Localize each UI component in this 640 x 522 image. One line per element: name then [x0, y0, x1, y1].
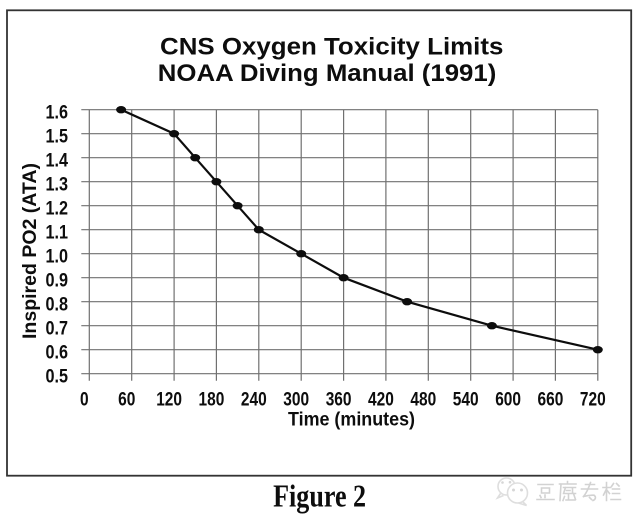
svg-text:1.4: 1.4 [46, 149, 69, 171]
svg-text:CNS Oxygen Toxicity Limits: CNS Oxygen Toxicity Limits [160, 33, 503, 60]
svg-text:1.6: 1.6 [46, 101, 69, 123]
svg-text:480: 480 [410, 389, 436, 411]
svg-text:0.9: 0.9 [46, 269, 69, 291]
svg-text:120: 120 [156, 389, 182, 411]
svg-text:Time (minutes): Time (minutes) [288, 408, 415, 430]
svg-text:1.0: 1.0 [46, 245, 69, 267]
svg-text:0.5: 0.5 [46, 365, 69, 387]
svg-text:600: 600 [495, 389, 521, 411]
svg-text:0.7: 0.7 [46, 317, 69, 339]
svg-text:360: 360 [326, 389, 352, 411]
svg-text:1.5: 1.5 [46, 125, 69, 147]
svg-text:1.3: 1.3 [46, 173, 69, 195]
svg-text:720: 720 [580, 389, 606, 411]
svg-text:660: 660 [538, 389, 564, 411]
svg-text:NOAA Diving Manual (1991): NOAA Diving Manual (1991) [158, 60, 497, 87]
svg-text:240: 240 [241, 389, 267, 411]
svg-text:0.6: 0.6 [46, 341, 69, 363]
svg-text:60: 60 [118, 389, 135, 411]
svg-text:1.1: 1.1 [46, 221, 69, 243]
svg-text:300: 300 [283, 389, 309, 411]
svg-text:1.2: 1.2 [46, 197, 69, 219]
svg-text:0: 0 [80, 389, 89, 411]
svg-text:Inspired PO2 (ATA): Inspired PO2 (ATA) [19, 163, 41, 339]
svg-text:420: 420 [368, 389, 394, 411]
svg-text:540: 540 [453, 389, 479, 411]
svg-text:Figure 2: Figure 2 [273, 479, 366, 514]
svg-text:180: 180 [199, 389, 225, 411]
svg-text:0.8: 0.8 [46, 293, 69, 315]
